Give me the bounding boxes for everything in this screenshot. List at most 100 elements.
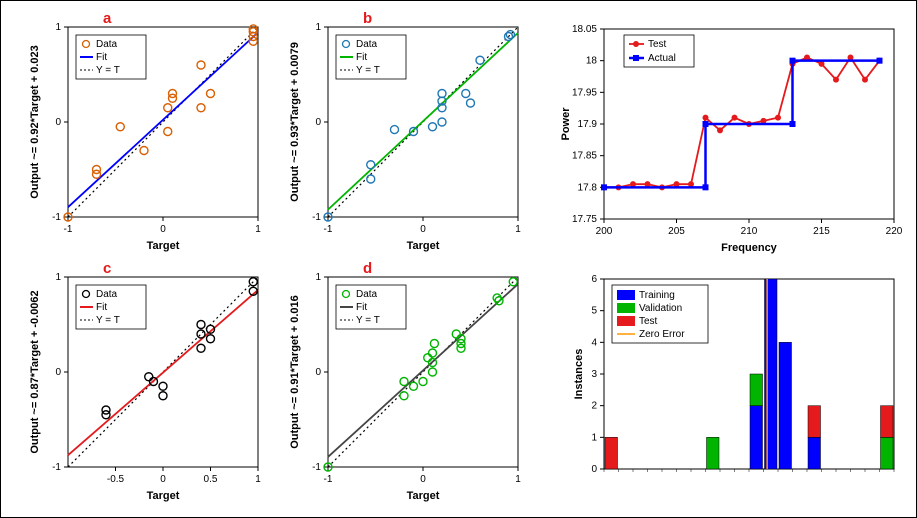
svg-text:-1: -1 bbox=[312, 462, 321, 473]
svg-text:Y = T: Y = T bbox=[356, 65, 380, 76]
hist-bar-test bbox=[881, 406, 894, 438]
test-marker bbox=[703, 115, 709, 121]
svg-text:0: 0 bbox=[315, 367, 321, 378]
svg-text:-1: -1 bbox=[52, 212, 61, 223]
panel-tag: c bbox=[103, 260, 111, 277]
svg-text:Y = T: Y = T bbox=[96, 315, 120, 326]
hist-bar-validation bbox=[707, 437, 720, 469]
svg-text:Data: Data bbox=[356, 39, 378, 50]
svg-text:17.8: 17.8 bbox=[578, 182, 598, 193]
xlabel: Target bbox=[407, 490, 440, 502]
xlabel: Target bbox=[407, 240, 440, 252]
svg-text:1: 1 bbox=[315, 22, 321, 33]
svg-text:0: 0 bbox=[55, 367, 61, 378]
svg-text:215: 215 bbox=[813, 226, 830, 237]
scatter-panel-c: -0.500.51-101TargetOutput ~= 0.87*Target… bbox=[26, 257, 266, 503]
svg-text:220: 220 bbox=[886, 226, 902, 237]
actual-marker bbox=[703, 184, 709, 190]
ylabel: Output ~= 0.93*Target + 0.0079 bbox=[289, 42, 301, 202]
test-marker bbox=[717, 127, 723, 133]
hist-bar-validation bbox=[881, 437, 894, 469]
svg-text:0: 0 bbox=[420, 224, 426, 235]
svg-text:0: 0 bbox=[160, 474, 166, 485]
svg-text:2: 2 bbox=[591, 401, 597, 412]
panel-tag: a bbox=[103, 10, 112, 27]
hist-bar-training bbox=[808, 437, 821, 469]
svg-text:-1: -1 bbox=[52, 462, 61, 473]
hist-bar-training bbox=[750, 406, 763, 469]
panel-tag: b bbox=[363, 10, 372, 27]
svg-text:17.85: 17.85 bbox=[572, 151, 597, 162]
svg-text:Zero Error: Zero Error bbox=[639, 329, 685, 340]
svg-text:0: 0 bbox=[55, 117, 61, 128]
svg-text:1: 1 bbox=[255, 474, 261, 485]
svg-text:Data: Data bbox=[96, 289, 118, 300]
svg-text:Power: Power bbox=[560, 107, 572, 141]
svg-text:-1: -1 bbox=[64, 224, 73, 235]
svg-text:1: 1 bbox=[55, 22, 61, 33]
svg-text:18: 18 bbox=[586, 56, 598, 67]
svg-text:0: 0 bbox=[420, 474, 426, 485]
hist-bar-test bbox=[605, 437, 618, 469]
scatter-panel-a: -1 0 1 -1 0 1 Target Output ~= 0.92*Target + 0.… bbox=[26, 7, 266, 253]
svg-text:5: 5 bbox=[591, 306, 597, 317]
svg-text:-1: -1 bbox=[312, 212, 321, 223]
line-plot: 20020521021522017.7517.817.8517.917.9518… bbox=[559, 21, 902, 257]
svg-text:Training: Training bbox=[639, 290, 675, 301]
scatter-panel-d: -1 0 1 -1 0 1 Target Output ~= 0.91*Target + 0.… bbox=[286, 257, 526, 503]
actual-marker bbox=[790, 58, 796, 64]
svg-text:210: 210 bbox=[741, 226, 758, 237]
svg-text:Fit: Fit bbox=[356, 302, 367, 313]
svg-text:0: 0 bbox=[160, 224, 166, 235]
svg-text:4: 4 bbox=[591, 337, 597, 348]
svg-text:1: 1 bbox=[315, 272, 321, 283]
hist-bar-training bbox=[779, 342, 792, 469]
ylabel: Output ~= 0.91*Target + 0.016 bbox=[289, 295, 301, 449]
svg-text:17.95: 17.95 bbox=[572, 87, 597, 98]
svg-text:6: 6 bbox=[591, 274, 597, 285]
svg-text:205: 205 bbox=[668, 226, 685, 237]
svg-text:Fit: Fit bbox=[96, 52, 107, 63]
svg-text:1: 1 bbox=[515, 474, 521, 485]
panel-tag: d bbox=[363, 260, 372, 277]
test-marker bbox=[862, 77, 868, 83]
test-marker bbox=[732, 115, 738, 121]
test-marker bbox=[775, 115, 781, 121]
histogram: 0123456InstancesTrainingValidationTestZe… bbox=[570, 271, 902, 491]
svg-text:Data: Data bbox=[96, 39, 118, 50]
actual-marker bbox=[877, 58, 883, 64]
svg-text:18.05: 18.05 bbox=[572, 24, 597, 35]
svg-text:1: 1 bbox=[591, 432, 597, 443]
xlabel: Target bbox=[147, 240, 180, 252]
svg-text:Actual: Actual bbox=[648, 53, 676, 64]
svg-text:Validation: Validation bbox=[639, 303, 682, 314]
svg-text:0: 0 bbox=[315, 117, 321, 128]
svg-text:Fit: Fit bbox=[356, 52, 367, 63]
ylabel: Output ~= 0.92*Target + 0.023 bbox=[29, 45, 41, 199]
svg-text:1: 1 bbox=[55, 272, 61, 283]
svg-text:Test: Test bbox=[639, 316, 658, 327]
svg-text:-1: -1 bbox=[324, 224, 333, 235]
hist-bar-test bbox=[808, 406, 821, 438]
svg-text:1: 1 bbox=[515, 224, 521, 235]
svg-text:1: 1 bbox=[255, 224, 261, 235]
svg-text:Y = T: Y = T bbox=[356, 315, 380, 326]
svg-text:0.5: 0.5 bbox=[204, 474, 218, 485]
svg-text:Data: Data bbox=[356, 289, 378, 300]
svg-text:Test: Test bbox=[648, 39, 667, 50]
ylabel: Output ~= 0.87*Target + -0.0062 bbox=[29, 290, 41, 453]
scatter-panel-b: -1 0 1 -1 0 1 Target Output ~= 0.93*Target + 0.… bbox=[286, 7, 526, 253]
hist-bar-validation bbox=[750, 374, 763, 406]
actual-marker bbox=[790, 121, 796, 127]
svg-text:-0.5: -0.5 bbox=[107, 474, 125, 485]
svg-text:Fit: Fit bbox=[96, 302, 107, 313]
svg-text:17.9: 17.9 bbox=[578, 119, 598, 130]
test-marker bbox=[833, 77, 839, 83]
svg-text:-1: -1 bbox=[324, 474, 333, 485]
actual-marker bbox=[703, 121, 709, 127]
svg-text:Y = T: Y = T bbox=[96, 65, 120, 76]
svg-text:3: 3 bbox=[591, 369, 597, 380]
svg-text:17.75: 17.75 bbox=[572, 214, 597, 225]
svg-text:0: 0 bbox=[591, 464, 597, 475]
actual-marker bbox=[601, 184, 607, 190]
